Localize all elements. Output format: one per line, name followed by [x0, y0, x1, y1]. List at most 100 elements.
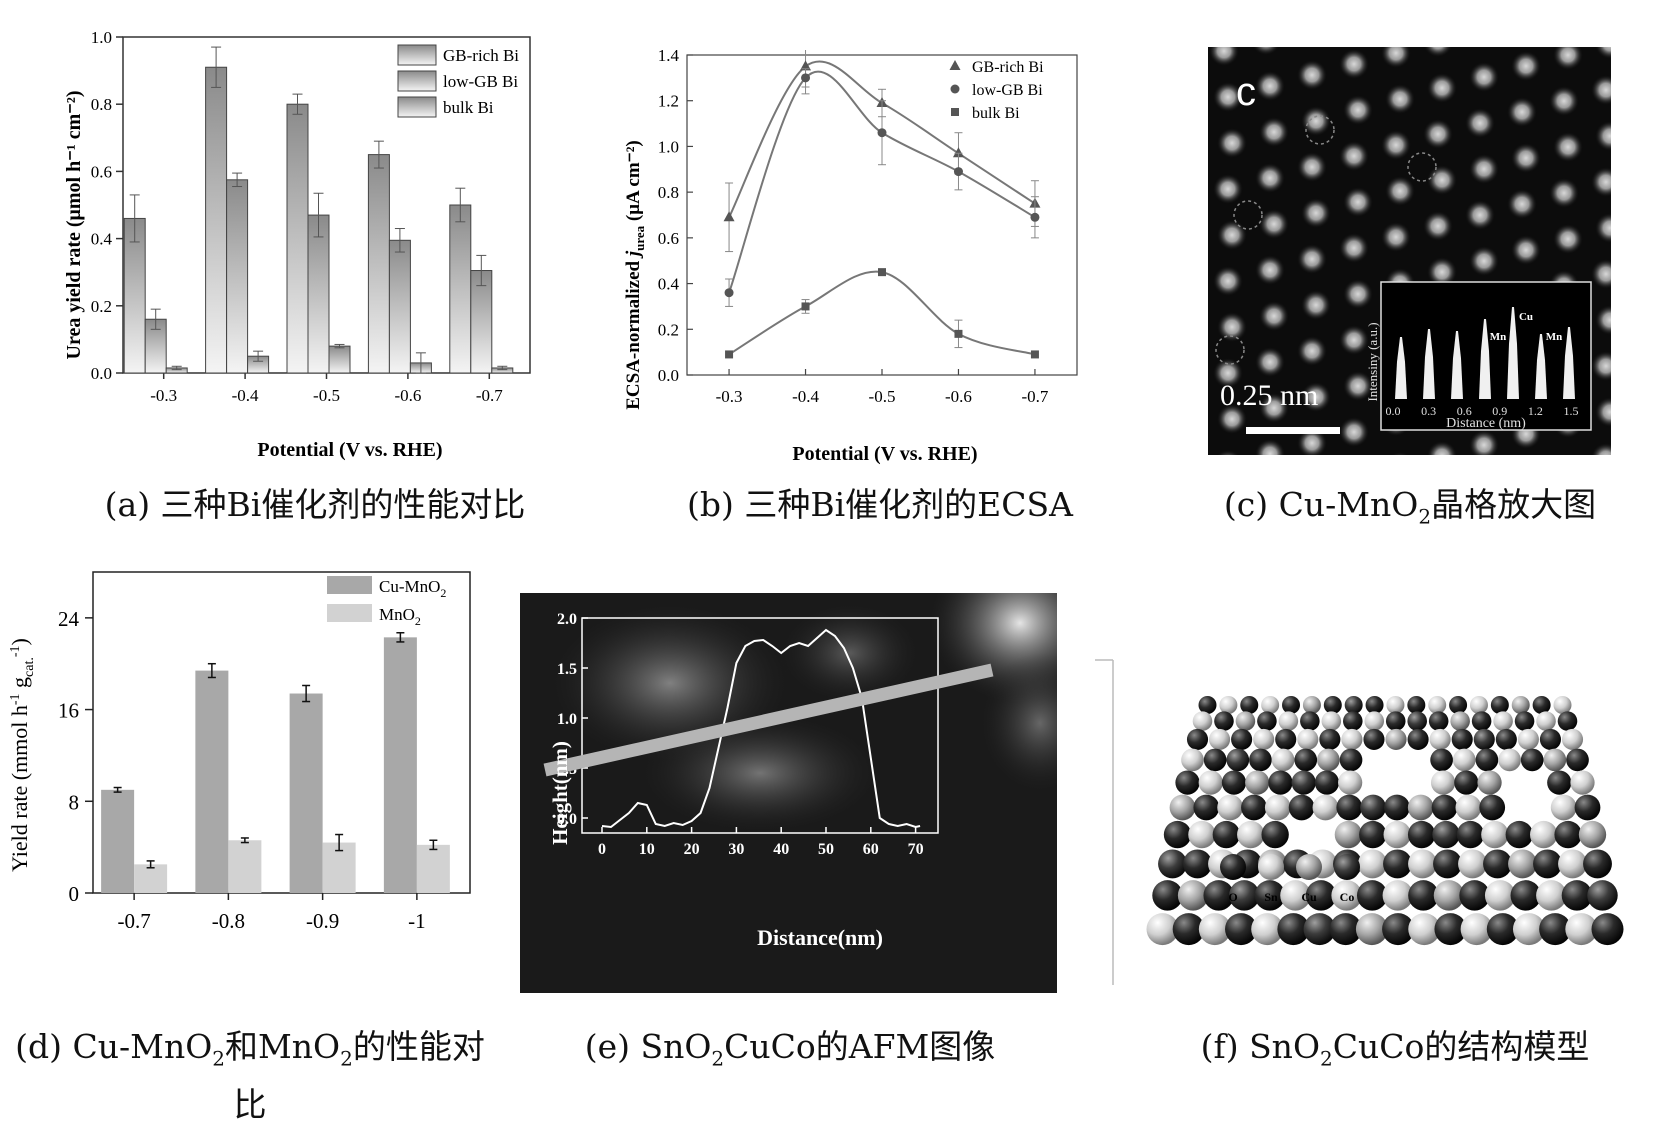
a-bar — [328, 345, 351, 374]
f-atom — [1152, 880, 1183, 911]
c-atom — [1423, 47, 1453, 57]
f-atom — [1203, 880, 1234, 911]
f-atom — [1385, 711, 1406, 731]
d-legend-label: MnO2 — [379, 605, 421, 628]
f-atom — [1365, 696, 1384, 714]
f-atom — [1198, 913, 1231, 946]
b-ytick-label: 1.2 — [658, 92, 679, 111]
c-atom — [1595, 47, 1611, 59]
f-atom — [1251, 913, 1284, 946]
a-legend-swatch — [397, 44, 437, 66]
c-atom — [1595, 305, 1611, 335]
f-atom — [1454, 770, 1479, 795]
c-atom — [1427, 257, 1457, 287]
f-atom — [1300, 711, 1320, 731]
chart-b: 0.0 0.2 0.4 0.6 0.8 1.0 1.2 1.4 -0.3 -0.4 -0.5 -0.6… — [623, 50, 1078, 465]
f-atom — [1407, 820, 1436, 849]
caption-d-line2: 比 — [233, 1085, 267, 1124]
f-atom — [1407, 696, 1426, 714]
f-atom — [1533, 849, 1562, 879]
a-legend-swatch — [397, 96, 437, 118]
c-atom — [1297, 428, 1327, 455]
c-atom — [1255, 347, 1285, 377]
b-point — [877, 128, 887, 138]
f-atom — [1280, 880, 1311, 911]
f-atom — [1385, 728, 1407, 750]
b-xtick-label: -0.7 — [1021, 387, 1048, 406]
c-atom — [1469, 246, 1499, 276]
c-atom — [1259, 393, 1289, 423]
d-ylabel: Yield rate (mmol h-1 gcat.-1) — [7, 638, 37, 872]
f-atom — [1203, 748, 1227, 772]
f-atom — [1430, 748, 1453, 772]
f-atom — [1261, 696, 1280, 714]
c-atom — [1549, 178, 1579, 208]
b-point — [953, 167, 963, 177]
c-peak-label: Cu — [1519, 311, 1533, 323]
f-atom — [1186, 728, 1209, 750]
f-legend-label: Cu — [1301, 890, 1317, 904]
c-atom — [1259, 209, 1289, 239]
c-atom — [1213, 82, 1243, 112]
c-atom — [1339, 233, 1369, 263]
d-xtick-label: -1 — [408, 909, 426, 933]
a-ytick-label: 0.6 — [91, 162, 112, 181]
c-atom — [1391, 452, 1409, 455]
f-atom — [1245, 770, 1270, 795]
c-dopant-marker — [1215, 335, 1245, 365]
c-atom — [1381, 47, 1411, 68]
f-atom — [1407, 794, 1434, 821]
f-atom — [1553, 696, 1572, 714]
e-xtick-label: 50 — [818, 841, 834, 858]
b-point — [1030, 350, 1039, 359]
f-atom — [1477, 770, 1502, 795]
f-atom — [1338, 770, 1363, 795]
b-point — [800, 60, 812, 71]
d-ytick-label: 0 — [69, 882, 80, 906]
c-atom — [1553, 47, 1583, 70]
f-atom — [1209, 728, 1231, 750]
f-atom — [1198, 696, 1217, 714]
f-atom — [1193, 794, 1220, 821]
f-atom — [1483, 849, 1512, 879]
c-atom — [1595, 213, 1611, 243]
a-xlabel: Potential (V vs. RHE) — [257, 439, 442, 461]
d-ytick-label: 8 — [69, 790, 80, 814]
a-bar — [449, 204, 472, 374]
f-atom — [1291, 770, 1316, 795]
e-height-profile — [601, 628, 921, 829]
a-legend-label: GB-rich Bi — [443, 46, 519, 65]
f-atom — [1432, 820, 1460, 849]
a-bar — [388, 239, 411, 374]
f-atom — [1574, 794, 1601, 821]
f-atom — [1231, 728, 1253, 750]
c-atom — [1297, 244, 1327, 274]
f-atom — [1473, 728, 1495, 750]
d-legend-label: Cu-MnO2 — [379, 577, 446, 600]
c-peak-label: Mn — [1490, 331, 1507, 343]
a-ylabel: Urea yield rate (μmol h⁻¹ cm⁻²) — [63, 90, 85, 359]
f-legend-label: Co — [1340, 890, 1355, 904]
f-atom — [1383, 820, 1411, 849]
b-xtick-label: -0.3 — [716, 387, 743, 406]
c-atom — [1465, 200, 1495, 230]
c-atom — [1469, 154, 1499, 184]
f-atom — [1511, 696, 1530, 714]
c-atom — [1217, 128, 1247, 158]
f-atom — [1271, 748, 1295, 772]
f-atom — [1177, 880, 1209, 911]
c-inset-xlabel: Distance (nm) — [1446, 416, 1526, 431]
f-atom — [1344, 696, 1363, 714]
c-atom — [1343, 187, 1373, 217]
f-legend-atom — [1334, 854, 1360, 880]
a-bar — [307, 214, 330, 374]
e-xtick-label: 60 — [863, 841, 879, 858]
b-ytick-label: 0.2 — [658, 320, 679, 339]
f-atom — [1471, 711, 1492, 731]
f-atom — [1314, 770, 1340, 795]
f-atom — [1225, 913, 1258, 946]
c-atom — [1339, 325, 1369, 355]
e-ytick-label: 1.5 — [557, 661, 577, 678]
f-atom — [1484, 880, 1516, 911]
d-bar — [416, 844, 450, 893]
